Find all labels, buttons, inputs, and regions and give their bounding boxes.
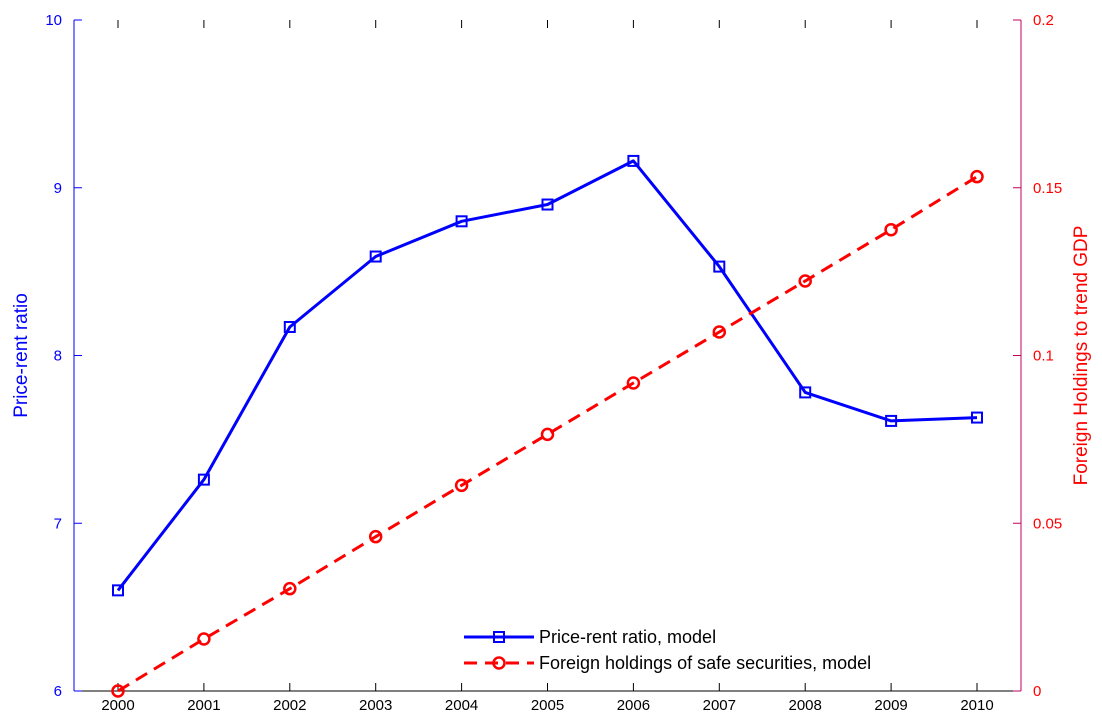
data-point-circle (540, 427, 555, 442)
left-y-tick-label: 6 (54, 683, 62, 700)
data-point-square (197, 473, 210, 486)
data-point-circle (197, 632, 211, 646)
x-tick-label: 2008 (789, 697, 822, 714)
x-tick-label: 2000 (101, 697, 134, 714)
left-y-tick-label: 7 (54, 515, 62, 532)
left-y-axis-title: Price-rent ratio (11, 293, 32, 418)
legend-label-foreign-holdings: Foreign holdings of safe securities, mod… (539, 653, 871, 673)
right-y-tick-label: 0.1 (1033, 348, 1054, 365)
x-tick-label: 2003 (359, 697, 392, 714)
data-point-circle (283, 581, 297, 596)
left-y-tick-label: 9 (54, 180, 62, 197)
left-y-tick-label: 10 (45, 12, 62, 29)
legend-box (456, 621, 918, 679)
right-y-tick-label: 0 (1033, 683, 1041, 700)
right-y-axis-title: Foreign Holdings to trend GDP (1071, 226, 1092, 486)
data-point-circle (970, 169, 984, 184)
left-y-tick-label: 8 (54, 348, 62, 365)
data-point-circle (798, 274, 812, 288)
data-point-circle (111, 684, 125, 698)
legend-marker-circle (492, 656, 506, 670)
x-axis: 2000 2001 2002 2003 2004 2005 2006 2007 2008 2009… (74, 20, 1021, 714)
right-y-tick-label: 0.05 (1033, 515, 1062, 532)
series-layer (111, 154, 984, 698)
data-point-circle (884, 222, 898, 237)
left-y-axis: 6 7 8 9 10 (45, 12, 82, 700)
data-point-square (885, 414, 898, 427)
data-point-square (369, 250, 382, 263)
data-point-square (799, 386, 812, 399)
data-point-square (713, 260, 726, 273)
legend-label-price-rent: Price-rent ratio, model (539, 627, 716, 647)
data-point-circle (712, 325, 727, 339)
x-tick-label: 2002 (273, 697, 306, 714)
legend: Price-rent ratio, model Foreign holdings… (456, 621, 918, 679)
right-y-axis: 0 0.05 0.1 0.15 0.2 (1013, 12, 1062, 700)
legend-marker-square (493, 631, 505, 643)
series-line-price-rent (116, 159, 978, 592)
data-point-circle (368, 529, 383, 544)
data-point-square (627, 154, 640, 167)
plot-area (74, 20, 1021, 691)
x-tick-label: 2007 (703, 697, 736, 714)
right-y-tick-label: 0.15 (1033, 180, 1062, 197)
data-point-square (112, 584, 124, 597)
x-tick-label: 2010 (960, 697, 993, 714)
x-tick-label: 2005 (531, 697, 564, 714)
x-tick-label: 2004 (445, 697, 478, 714)
x-tick-label: 2006 (617, 697, 650, 714)
data-point-square (971, 411, 983, 424)
x-tick-label: 2009 (874, 697, 907, 714)
data-point-circle (626, 376, 641, 390)
data-point-square (283, 320, 296, 333)
x-tick-label: 2001 (187, 697, 220, 714)
data-point-square (541, 198, 554, 211)
data-point-square (455, 215, 468, 228)
right-y-tick-label: 0.2 (1033, 12, 1054, 29)
data-point-circle (454, 478, 469, 493)
